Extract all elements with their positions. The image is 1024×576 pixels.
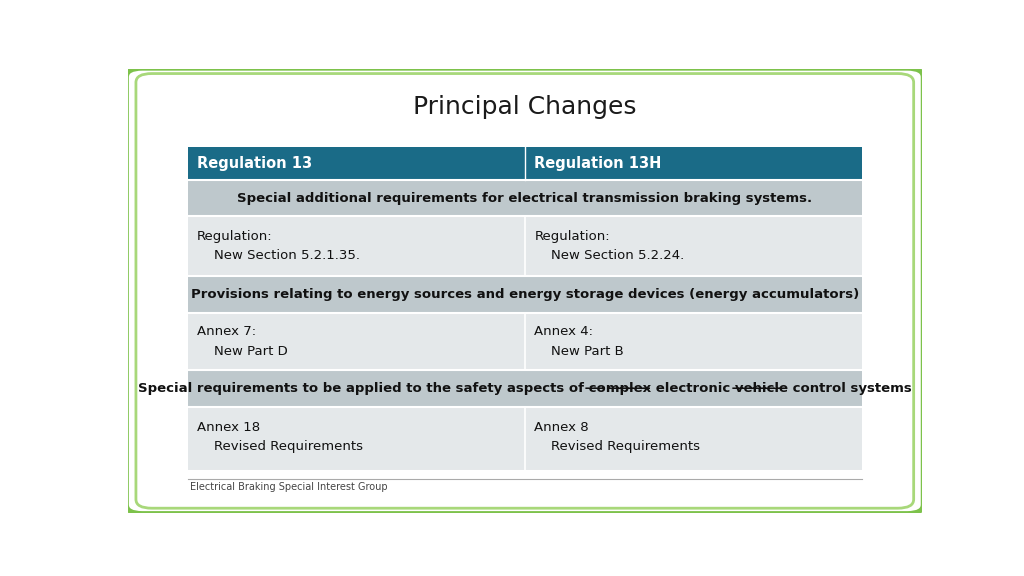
Bar <box>187 217 862 276</box>
Text: Regulation 13H: Regulation 13H <box>535 156 662 171</box>
Text: Special requirements to be applied to the safety aspects of c̶o̶m̶p̶l̶e̶x̶ elect: Special requirements to be applied to th… <box>138 382 911 395</box>
Text: Regulation 13: Regulation 13 <box>197 156 312 171</box>
Text: Annex 7:
    New Part D: Annex 7: New Part D <box>197 325 288 358</box>
Text: Regulation:
    New Section 5.2.1.35.: Regulation: New Section 5.2.1.35. <box>197 230 360 262</box>
Text: Provisions relating to energy sources and energy storage devices (energy accumul: Provisions relating to energy sources an… <box>190 288 859 301</box>
Text: Electrical Braking Special Interest Group: Electrical Braking Special Interest Grou… <box>189 482 387 492</box>
Bar <box>187 313 862 370</box>
Text: Regulation:
    New Section 5.2.24.: Regulation: New Section 5.2.24. <box>535 230 685 262</box>
Text: Principal Changes: Principal Changes <box>413 95 637 119</box>
Bar <box>187 180 862 217</box>
Text: Annex 4:
    New Part B: Annex 4: New Part B <box>535 325 624 358</box>
Text: Special additional requirements for electrical transmission braking systems.: Special additional requirements for elec… <box>238 192 812 204</box>
Bar <box>187 276 862 313</box>
Bar <box>187 370 862 407</box>
Text: Annex 18
    Revised Requirements: Annex 18 Revised Requirements <box>197 421 364 453</box>
Bar <box>187 147 862 180</box>
Bar <box>187 407 862 471</box>
Text: Annex 8
    Revised Requirements: Annex 8 Revised Requirements <box>535 421 700 453</box>
